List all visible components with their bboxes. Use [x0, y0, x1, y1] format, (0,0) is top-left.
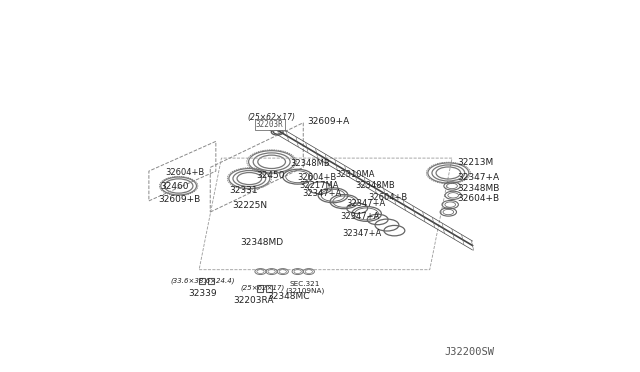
Text: (25×62×17): (25×62×17)	[240, 285, 284, 291]
Text: 32347+A: 32347+A	[342, 229, 381, 238]
Text: 32217MA: 32217MA	[300, 181, 339, 190]
Text: 32225N: 32225N	[232, 201, 268, 210]
Text: SEC.321
(32109NA): SEC.321 (32109NA)	[285, 281, 324, 294]
Text: 32348MD: 32348MD	[241, 238, 284, 247]
Bar	[199, 278, 205, 284]
Text: 32604+B: 32604+B	[369, 193, 408, 202]
Text: (33.6×38.6×24.4): (33.6×38.6×24.4)	[171, 277, 235, 283]
Text: J32200SW: J32200SW	[445, 347, 495, 357]
Text: 32347+A: 32347+A	[302, 189, 341, 198]
Bar	[266, 285, 271, 292]
Text: 32213M: 32213M	[458, 158, 494, 167]
Text: 32347+A: 32347+A	[347, 199, 386, 208]
Text: 32604+B: 32604+B	[166, 168, 205, 177]
Text: 32450: 32450	[257, 171, 285, 180]
Text: 32348MB: 32348MB	[291, 159, 330, 168]
Text: 32347+A: 32347+A	[458, 173, 500, 182]
Text: 32604+B: 32604+B	[458, 195, 500, 203]
Text: 32310MA: 32310MA	[335, 170, 374, 179]
Text: 32609+B: 32609+B	[158, 195, 200, 204]
Text: 32347+A: 32347+A	[340, 212, 380, 221]
Text: 32203R: 32203R	[256, 120, 284, 129]
Bar	[264, 121, 270, 128]
Bar	[257, 285, 262, 292]
Text: 32203RA: 32203RA	[233, 296, 273, 305]
Bar	[273, 121, 279, 128]
Text: 32339: 32339	[189, 289, 217, 298]
Bar	[208, 278, 214, 284]
Text: 32348MB: 32348MB	[355, 181, 395, 190]
Text: 32348MB: 32348MB	[458, 185, 500, 193]
Text: 32609+A: 32609+A	[307, 117, 349, 126]
Text: (25×62×17): (25×62×17)	[248, 113, 296, 122]
Text: 32460: 32460	[160, 182, 189, 191]
Text: 32604+B: 32604+B	[298, 173, 337, 182]
Text: 32348MC: 32348MC	[267, 292, 310, 301]
Text: 32331: 32331	[229, 186, 257, 195]
